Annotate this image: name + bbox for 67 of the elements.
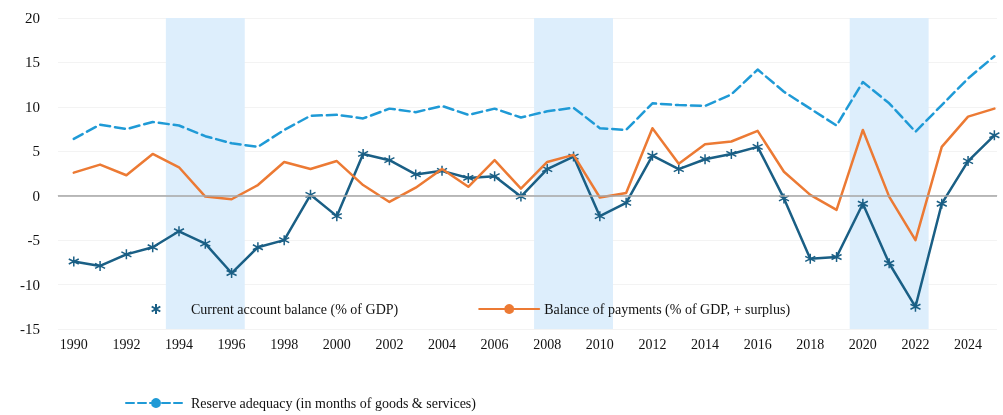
x-tick-label: 2008: [533, 336, 562, 352]
point: [357, 148, 369, 160]
point: [988, 129, 1001, 142]
line-series: [72, 107, 996, 242]
legend-label: Current account balance (% of GDP): [191, 301, 399, 318]
x-tick-label: 2020: [848, 336, 877, 352]
x-tick-label: 2012: [638, 336, 667, 352]
point: [331, 210, 343, 222]
x-tick-label: 1996: [217, 336, 246, 352]
point: [409, 168, 422, 181]
point: [515, 190, 527, 203]
x-tick-label: 2006: [480, 336, 509, 352]
point: [646, 149, 659, 162]
point: [120, 248, 133, 261]
y-tick-label: -10: [20, 276, 40, 293]
y-tick-label: 0: [32, 187, 40, 204]
x-tick-label: 2018: [796, 336, 825, 352]
x-tick-label: 2024: [954, 336, 983, 352]
point: [594, 210, 606, 222]
point: [620, 197, 632, 209]
point: [672, 163, 685, 175]
x-tick-label: 2002: [375, 336, 404, 352]
point: [909, 301, 922, 313]
y-tick-label: 10: [25, 98, 40, 115]
x-tick-label: 2004: [428, 336, 457, 352]
point: [751, 141, 764, 153]
point: [541, 163, 553, 175]
point: [725, 148, 738, 160]
point: [804, 253, 816, 265]
point: [962, 155, 974, 167]
point: [488, 170, 501, 182]
x-tick-label: 2016: [743, 336, 772, 352]
legend-label: Reserve adequacy (in months of goods & services): [191, 395, 477, 412]
y-tick-label: 20: [25, 10, 40, 26]
legend-label: Balance of payments (% of GDP, + surplus): [544, 301, 791, 318]
y-tick-label: 15: [25, 54, 40, 71]
x-tick-label: 2014: [691, 336, 720, 352]
y-tick-label: 5: [32, 143, 40, 160]
x-tick-label: 1992: [112, 336, 141, 352]
point: [173, 225, 185, 238]
line-series: [72, 54, 996, 149]
point: [778, 192, 790, 205]
point: [304, 189, 317, 201]
x-tick-label: 2000: [322, 336, 351, 352]
x-tick-label: 1994: [164, 336, 193, 352]
point: [68, 255, 80, 268]
point: [936, 197, 948, 210]
point: [199, 237, 212, 250]
point: [436, 165, 448, 177]
point: [699, 153, 711, 166]
point: [278, 234, 290, 246]
x-tick-label: 2022: [901, 336, 930, 352]
point: [857, 197, 869, 210]
point: [252, 241, 264, 253]
point: [94, 260, 106, 272]
point: [225, 267, 238, 279]
point: [567, 150, 580, 163]
point: [383, 154, 396, 166]
point: [883, 257, 895, 269]
point: [830, 251, 843, 263]
x-tick-label: 2010: [585, 336, 614, 352]
point: [146, 241, 159, 253]
x-tick-label: 1998: [270, 336, 299, 352]
x-tick-label: 1990: [59, 336, 88, 352]
y-tick-label: -5: [27, 232, 40, 249]
point: [462, 172, 475, 184]
y-tick-label: -15: [20, 321, 40, 337]
